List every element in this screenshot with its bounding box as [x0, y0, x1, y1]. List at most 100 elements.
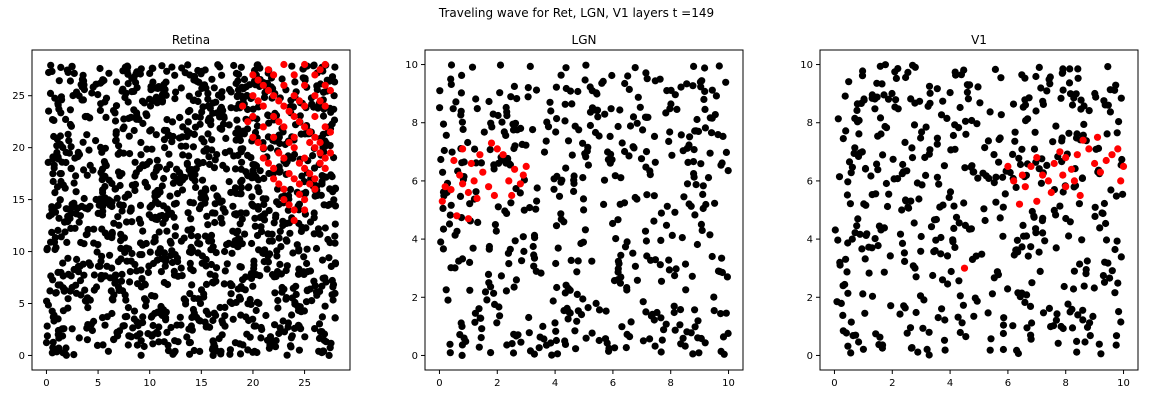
- inactive-point: [961, 164, 969, 172]
- inactive-point: [1079, 306, 1087, 314]
- active-point: [453, 212, 461, 220]
- inactive-point: [564, 315, 572, 323]
- inactive-point: [83, 324, 91, 332]
- inactive-point: [263, 265, 271, 273]
- inactive-point: [189, 143, 197, 151]
- y-tick-label: 5: [19, 299, 25, 310]
- inactive-point: [57, 63, 65, 71]
- inactive-point: [690, 170, 698, 178]
- inactive-point: [331, 184, 339, 192]
- active-point: [295, 97, 303, 105]
- inactive-point: [88, 326, 96, 335]
- inactive-point: [194, 66, 202, 75]
- inactive-point: [608, 71, 616, 80]
- inactive-point: [520, 247, 528, 255]
- inactive-point: [447, 201, 455, 209]
- inactive-point: [446, 340, 454, 348]
- inactive-point: [221, 247, 229, 256]
- inactive-point: [455, 257, 463, 265]
- inactive-point: [547, 107, 555, 115]
- inactive-point: [125, 191, 133, 199]
- inactive-point: [65, 137, 73, 145]
- inactive-point: [204, 89, 212, 97]
- inactive-point: [85, 259, 93, 267]
- inactive-point: [530, 262, 538, 270]
- inactive-point: [64, 254, 72, 262]
- inactive-point: [273, 252, 281, 260]
- inactive-point: [296, 112, 304, 120]
- inactive-point: [714, 131, 722, 139]
- inactive-point: [187, 215, 195, 223]
- inactive-point: [128, 88, 136, 96]
- inactive-point: [874, 166, 882, 174]
- inactive-point: [171, 337, 179, 345]
- inactive-point: [1074, 65, 1082, 73]
- inactive-point: [621, 79, 629, 88]
- inactive-point: [1066, 65, 1074, 73]
- inactive-point: [621, 243, 630, 251]
- inactive-point: [1113, 237, 1121, 245]
- inactive-point: [227, 290, 235, 298]
- inactive-point: [704, 174, 713, 182]
- inactive-point: [579, 174, 587, 182]
- inactive-point: [568, 100, 576, 108]
- inactive-point: [163, 227, 171, 235]
- inactive-point: [75, 218, 83, 226]
- inactive-point: [855, 130, 863, 138]
- inactive-point: [937, 111, 946, 119]
- inactive-point: [540, 335, 548, 343]
- inactive-point: [610, 277, 619, 285]
- inactive-point: [677, 83, 685, 91]
- inactive-point: [1117, 318, 1125, 326]
- inactive-point: [631, 262, 640, 270]
- inactive-point: [623, 286, 631, 294]
- inactive-point: [238, 158, 246, 166]
- inactive-point: [497, 272, 505, 280]
- inactive-point: [510, 283, 518, 291]
- inactive-point: [166, 237, 174, 245]
- inactive-point: [697, 334, 705, 343]
- inactive-point: [856, 230, 864, 238]
- inactive-point: [186, 259, 194, 267]
- inactive-point: [643, 75, 651, 83]
- inactive-point: [78, 96, 86, 104]
- y-tick-label: 0: [807, 351, 813, 362]
- inactive-point: [517, 124, 525, 132]
- active-point: [280, 60, 288, 69]
- inactive-point: [1039, 100, 1047, 108]
- inactive-point: [719, 333, 728, 341]
- inactive-point: [126, 268, 134, 276]
- inactive-point: [491, 221, 499, 229]
- inactive-point: [306, 218, 315, 226]
- inactive-point: [96, 106, 104, 114]
- inactive-point: [149, 78, 157, 86]
- inactive-point: [708, 252, 716, 261]
- inactive-point: [667, 100, 675, 108]
- inactive-point: [92, 283, 101, 291]
- inactive-point: [1081, 338, 1089, 346]
- inactive-point: [656, 261, 664, 269]
- inactive-point: [473, 105, 481, 113]
- inactive-point: [158, 211, 166, 220]
- active-point: [1021, 183, 1029, 191]
- inactive-point: [609, 219, 617, 228]
- inactive-point: [1036, 267, 1044, 275]
- inactive-point: [238, 284, 246, 292]
- inactive-point: [49, 177, 57, 186]
- inactive-point: [880, 91, 888, 99]
- y-tick-label: 8: [412, 118, 418, 129]
- inactive-point: [220, 280, 228, 288]
- inactive-point: [665, 256, 673, 264]
- inactive-point: [211, 272, 219, 280]
- inactive-point: [494, 111, 502, 120]
- inactive-point: [643, 191, 651, 199]
- inactive-point: [47, 61, 55, 69]
- inactive-point: [260, 93, 269, 101]
- inactive-point: [452, 98, 460, 106]
- x-tick-label: 25: [298, 378, 311, 389]
- inactive-point: [677, 131, 685, 139]
- inactive-point: [696, 78, 705, 86]
- inactive-point: [51, 234, 59, 242]
- inactive-point: [231, 165, 240, 173]
- inactive-point: [153, 99, 161, 107]
